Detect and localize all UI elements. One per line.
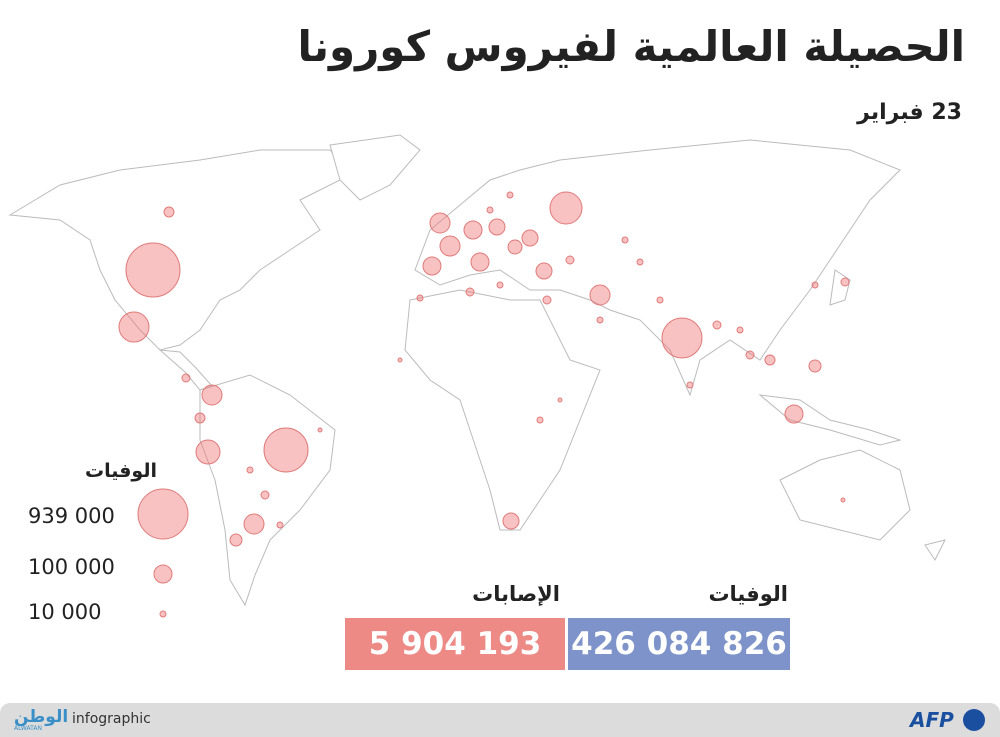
death-bubble [621,236,629,244]
death-bubble [463,220,483,240]
death-bubble [486,206,494,214]
death-bubble [276,521,284,529]
death-bubble [745,350,755,360]
death-bubble [736,326,744,334]
death-bubble [439,235,461,257]
source: AFP [910,708,954,732]
death-bubble [181,373,191,383]
legend-label: 10 000 [28,600,102,624]
death-bubble [243,513,265,535]
death-bubble [549,191,583,225]
legend-circle [153,564,173,584]
death-bubble [502,512,520,530]
total-label: الإصابات [472,582,560,606]
death-bubble [686,381,694,389]
total-value: 5 904 193 [345,618,565,670]
legend-circle [159,610,167,618]
legend-circle [137,488,189,540]
death-bubble [840,277,850,287]
death-bubble [163,206,175,218]
death-bubble [201,384,223,406]
legend-title: الوفيات [85,460,157,482]
death-bubble [808,359,822,373]
death-bubble [661,317,703,359]
death-bubble [840,497,846,503]
land [8,134,946,607]
death-bubble [712,320,722,330]
death-bubble [125,242,181,298]
title: الحصيلة العالمية لفيروس كورونا [297,22,965,71]
death-bubble [194,412,206,424]
death-bubble [589,284,611,306]
world-map [8,134,946,618]
brand-sub: ALWATAN [14,725,42,732]
death-bubble [596,316,604,324]
death-bubble [542,295,552,305]
death-bubble [764,354,776,366]
tag: infographic [72,711,151,727]
death-bubble [422,256,442,276]
death-bubble [506,191,514,199]
death-bubble [496,281,504,289]
death-bubble [317,427,323,433]
death-bubble [507,239,523,255]
death-bubble [565,255,575,265]
death-bubble [195,439,221,465]
total-value: 426 084 826 [568,618,790,670]
death-bubble [416,294,424,302]
source-logo [963,709,985,731]
brand: الوطن [14,707,69,727]
date: 23 فبراير [857,100,962,125]
death-bubble [118,311,150,343]
death-bubble [263,427,309,473]
death-bubble [557,397,563,403]
death-bubble [536,416,544,424]
death-bubble [488,218,506,236]
death-bubble [397,357,403,363]
death-bubble [465,287,475,297]
legend-label: 100 000 [28,555,115,579]
death-bubble [636,258,644,266]
death-bubble [229,533,243,547]
footer: الوطن ALWATAN infographic AFP [0,703,1000,737]
total-label: الوفيات [708,582,788,606]
death-bubble [521,229,539,247]
death-bubble [246,466,254,474]
death-bubble [811,281,819,289]
legend-label: 939 000 [28,504,115,528]
death-bubble [470,252,490,272]
death-bubble [535,262,553,280]
death-bubble [784,404,804,424]
death-bubble [260,490,270,500]
death-bubble [429,212,451,234]
death-bubble [656,296,664,304]
